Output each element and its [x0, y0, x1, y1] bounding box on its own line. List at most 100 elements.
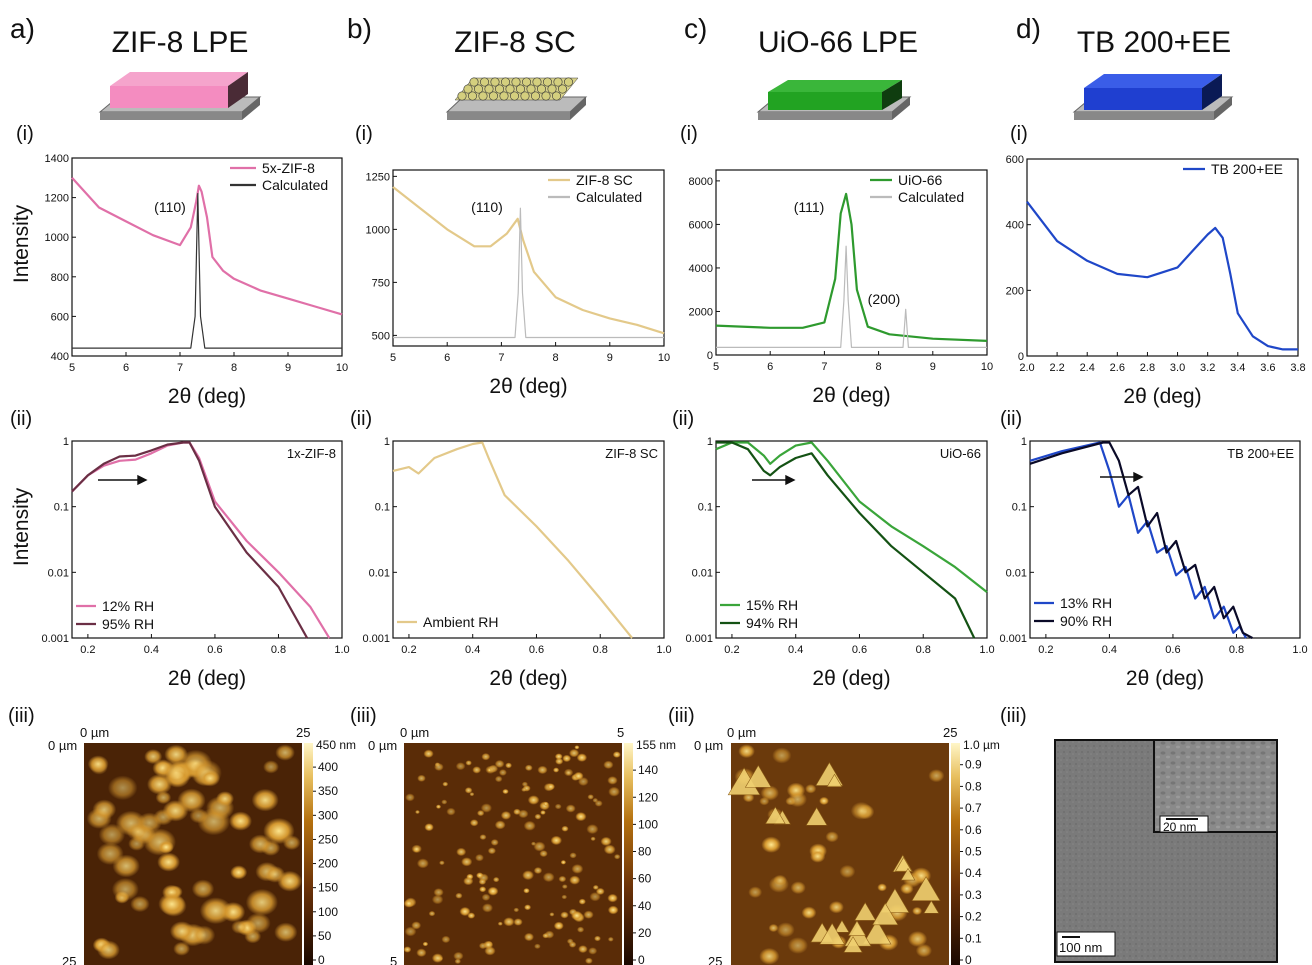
- y-tick-label: 0.01: [1006, 567, 1027, 579]
- colorbar-tick-label: 0.4: [965, 866, 982, 880]
- afm-crystal: [911, 876, 941, 901]
- y-tick-label: 600: [51, 311, 69, 323]
- legend-label: UiO-66: [898, 172, 943, 188]
- legend-label: 13% RH: [1060, 595, 1112, 611]
- x-tick-label: 5: [69, 362, 75, 374]
- x-tick-label: 1.0: [334, 644, 349, 656]
- afm-grain: [417, 774, 426, 782]
- afm-grain: [592, 884, 599, 890]
- afm-grain: [524, 904, 532, 911]
- afm-grain: [263, 760, 279, 774]
- panel-letter: b): [347, 13, 372, 44]
- afm-grain: [553, 767, 560, 773]
- afm-x1: 25: [943, 725, 957, 740]
- afm-grain: [561, 894, 568, 900]
- afm-grain: [502, 788, 509, 795]
- legend-label: TB 200+EE: [1211, 161, 1283, 177]
- afm-grain: [533, 867, 543, 874]
- afm-grain: [158, 840, 174, 854]
- x-tick-label: 0.4: [465, 644, 480, 656]
- x-tick-label: 0.8: [593, 644, 608, 656]
- afm-grain: [465, 760, 472, 766]
- y-tick-label: 0.001: [685, 633, 713, 645]
- legend-label: 94% RH: [746, 615, 798, 631]
- afm-grain: [97, 940, 120, 960]
- x-axis-label: 2θ (deg): [168, 385, 246, 408]
- nanoparticle: [557, 84, 567, 94]
- afm-grain: [578, 945, 588, 954]
- series-line: [392, 441, 633, 639]
- afm-grain: [463, 876, 474, 886]
- afm-grain: [553, 921, 564, 930]
- legend-label: Calculated: [262, 177, 328, 193]
- y-tick-label: 0.1: [54, 502, 69, 514]
- x-tick-label: 1.0: [1292, 644, 1307, 656]
- afm-grain: [472, 766, 482, 774]
- afm-grain: [494, 775, 503, 783]
- y-tick-label: 4000: [689, 263, 713, 275]
- nanoparticle: [541, 91, 551, 101]
- afm-crystal: [862, 919, 892, 945]
- legend-label: 5x-ZIF-8: [262, 160, 315, 176]
- afm-grain: [434, 763, 444, 771]
- afm-grain: [493, 876, 500, 883]
- x-tick-label: 10: [981, 361, 993, 373]
- x-axis-label: 2θ (deg): [489, 667, 567, 690]
- row-label-iii: (iii): [668, 705, 695, 727]
- afm-grain: [558, 875, 567, 883]
- colorbar-max-label: 450 nm: [316, 738, 356, 752]
- x-axis-label: 2θ (deg): [1123, 385, 1201, 408]
- afm-grain: [543, 801, 549, 807]
- afm-grain: [603, 844, 616, 855]
- x-tick-label: 2.4: [1080, 362, 1095, 374]
- afm-grain: [576, 753, 588, 762]
- afm-grain: [554, 803, 562, 810]
- nanoparticle: [499, 91, 509, 101]
- afm-grain: [571, 864, 584, 874]
- panel-header-d: d) TB 200+EE: [1016, 13, 1231, 59]
- panel-letter: d): [1016, 13, 1041, 44]
- nanoparticle: [547, 84, 557, 94]
- afm-grain: [405, 793, 415, 802]
- afm-grain: [542, 872, 555, 883]
- afm-grain: [583, 910, 594, 919]
- afm-grain: [144, 749, 163, 765]
- panel-title: ZIF-8 LPE: [112, 26, 249, 59]
- nanoparticle: [484, 84, 494, 94]
- afm-grain: [490, 839, 499, 846]
- plot-frame: [71, 157, 343, 357]
- afm-grain: [768, 923, 779, 933]
- colorbar-tick-label: 100: [638, 817, 658, 831]
- afm-grain: [416, 948, 427, 957]
- afm-grain: [497, 921, 503, 926]
- afm-grain: [479, 886, 487, 893]
- afm-grain: [112, 854, 140, 878]
- afm-grain: [498, 769, 507, 776]
- row-label-i: (i): [355, 123, 373, 145]
- colorbar-tick-label: 20: [638, 926, 652, 940]
- afm-grain: [569, 852, 577, 859]
- afm-grain: [772, 747, 792, 764]
- colorbar-tick-label: 0.5: [965, 845, 982, 859]
- afm-grain: [411, 844, 422, 854]
- x-tick-label: 0.8: [271, 644, 286, 656]
- afm-grain: [92, 799, 117, 820]
- afm-grain: [522, 870, 534, 881]
- afm-grain: [424, 823, 434, 832]
- afm-grain: [759, 797, 770, 806]
- afm-grain: [839, 864, 856, 879]
- x-tick-label: 0.4: [1102, 644, 1117, 656]
- x-tick-label: 0.2: [401, 644, 416, 656]
- x-tick-label: 1.0: [979, 644, 994, 656]
- row-label-iii: (iii): [350, 705, 377, 727]
- afm-grain: [805, 784, 817, 794]
- y-tick-label: 1000: [45, 232, 69, 244]
- afm-grain: [575, 812, 587, 822]
- afm-grain: [523, 820, 536, 831]
- nanoparticle: [542, 77, 552, 87]
- x-tick-label: 2.2: [1049, 362, 1064, 374]
- x-tick-label: 0.6: [852, 644, 867, 656]
- y-tick-label: 0.01: [48, 567, 69, 579]
- afm-crystal: [923, 900, 940, 914]
- afm-grain: [577, 926, 585, 933]
